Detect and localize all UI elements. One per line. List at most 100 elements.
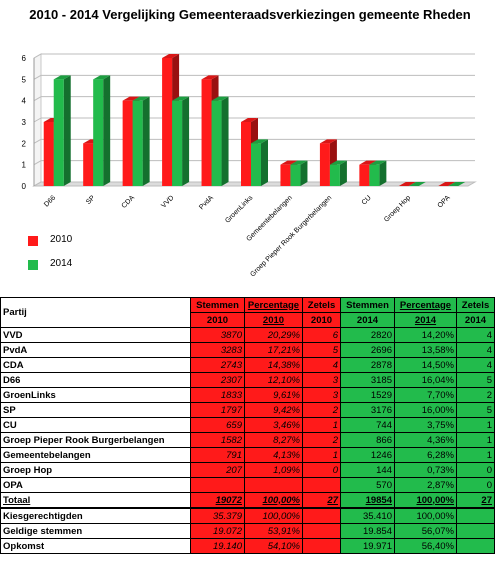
percentage-2014: 16,04%: [394, 372, 457, 388]
percentage-2010: 4,13%: [244, 447, 303, 463]
x-tick-label: Groep Pieper Rook Burgerbelangen: [249, 194, 333, 278]
total-percentage-2010: 100,00%: [244, 492, 303, 509]
y-tick-label: 0: [22, 182, 27, 191]
header-zetels-2010-label: Zetels: [307, 299, 336, 311]
bar-2014-vvd: [172, 96, 190, 186]
percentage-2014: 16,00%: [394, 402, 457, 418]
header-year-2010-b-label: 2010: [262, 314, 285, 326]
header-year-2014-b-label: 2014: [414, 314, 437, 326]
results-table-body: Partij Stemmen Percentage Zetels Stemmen…: [0, 297, 495, 554]
header-stemmen-2014-label: Stemmen: [346, 299, 389, 311]
votes-2010: 659: [190, 417, 245, 433]
table-row: CU 659 3,46% 1 744 3,75% 1: [0, 417, 495, 433]
total-votes-2010: 19072: [190, 492, 245, 509]
gridline-depth: [33, 74, 42, 80]
percentage-2010: 14,38%: [244, 357, 303, 373]
stats-2014-percentage: 100,00%: [394, 507, 457, 524]
stats-2010-empty: [302, 538, 341, 554]
header-year-2010-c: 2010: [302, 312, 341, 328]
x-tick-label: Groep Hop: [383, 194, 412, 223]
percentage-2014: 6,28%: [394, 447, 457, 463]
header-year-2014-c: 2014: [456, 312, 495, 328]
stats-2014-empty: [456, 523, 495, 539]
bar-2014-groep-hop: [408, 182, 426, 186]
header-percentage-2010: Percentage: [244, 297, 303, 313]
x-tick-label: D66: [43, 194, 57, 208]
votes-2010: 1582: [190, 432, 245, 448]
table-row: Gemeentebelangen 791 4,13% 1 1246 6,28% 1: [0, 447, 495, 463]
table-row: SP 1797 9,42% 2 3176 16,00% 5: [0, 402, 495, 418]
votes-2010: 1797: [190, 402, 245, 418]
seats-2010: 5: [302, 342, 341, 358]
seats-2014: 1: [456, 432, 495, 448]
seats-2014: 4: [456, 342, 495, 358]
percentage-2014: 3,75%: [394, 417, 457, 433]
header-year-2010-a: 2010: [190, 312, 245, 328]
table-row: VVD 3870 20,29% 6 2820 14,20% 4: [0, 327, 495, 343]
stats-label: Opkomst: [0, 538, 191, 554]
y-tick-label: 1: [22, 161, 27, 170]
percentage-2010: [244, 477, 303, 493]
party-name: GroenLinks: [0, 387, 191, 403]
table-row: D66 2307 12,10% 3 3185 16,04% 5: [0, 372, 495, 388]
y-tick-label: 6: [22, 54, 27, 63]
header-year-2010-b: 2010: [244, 312, 303, 328]
party-name: Groep Hop: [0, 462, 191, 478]
votes-2010: 207: [190, 462, 245, 478]
table-row: Groep Pieper Rook Burgerbelangen 1582 8,27…: [0, 432, 495, 448]
percentage-2014: 0,73%: [394, 462, 457, 478]
votes-2014: 866: [340, 432, 395, 448]
bar-2014-groep-pieper-rook-burgerbelangen: [329, 160, 347, 186]
stats-2014-count: 35.410: [340, 507, 395, 524]
table-header-row: Partij Stemmen Percentage Zetels Stemmen…: [0, 297, 495, 328]
y-tick-label: 4: [22, 97, 27, 106]
x-tick-label: PvdA: [198, 194, 215, 211]
stats-2010-count: 35.379: [190, 507, 245, 524]
votes-2014: 1246: [340, 447, 395, 463]
seats-2014: 1: [456, 417, 495, 433]
stats-row: Kiesgerechtigden 35.379 100,00% 35.410 100,0…: [0, 507, 495, 524]
results-table: Partij Stemmen Percentage Zetels Stemmen…: [0, 297, 495, 554]
party-name: CU: [0, 417, 191, 433]
seats-2010: 4: [302, 357, 341, 373]
bar-2010-opa: [438, 182, 456, 186]
votes-2014: 570: [340, 477, 395, 493]
seats-2010: 6: [302, 327, 341, 343]
percentage-2010: 17,21%: [244, 342, 303, 358]
percentage-2014: 4,36%: [394, 432, 457, 448]
stats-row: Opkomst 19.140 54,10% 19.971 56,40%: [0, 538, 495, 554]
table-row: OPA 570 2,87% 0: [0, 477, 495, 493]
total-percentage-2014: 100,00%: [394, 492, 457, 509]
stats-2010-empty: [302, 523, 341, 539]
stats-2014-percentage: 56,40%: [394, 538, 457, 554]
percentage-2010: 1,09%: [244, 462, 303, 478]
header-percentage-2014: Percentage: [394, 297, 457, 313]
stats-2014-empty: [456, 538, 495, 554]
bar-2014-d66: [53, 75, 71, 186]
header-partij: Partij: [0, 297, 191, 328]
seats-2010: 0: [302, 462, 341, 478]
votes-2010: 1833: [190, 387, 245, 403]
x-tick-label: VVD: [160, 194, 175, 209]
gridline-depth: [33, 117, 42, 123]
percentage-2014: 13,58%: [394, 342, 457, 358]
stats-row: Geldige stemmen 19.072 53,91% 19.854 56,07%: [0, 523, 495, 539]
seats-2014: 2: [456, 387, 495, 403]
seats-2014: 5: [456, 372, 495, 388]
header-year-2014-a: 2014: [340, 312, 395, 328]
percentage-2014: 14,20%: [394, 327, 457, 343]
chart-panel: 0 1 2 3 4 5 6 D66 SP CDA VVD PvdA GroenLinks Gemeente…: [0, 0, 500, 290]
y-tick-label: 2: [22, 139, 27, 148]
seats-2014: 0: [456, 477, 495, 493]
gridline-depth: [33, 181, 42, 187]
seats-2010: 2: [302, 402, 341, 418]
total-label: Totaal: [0, 492, 191, 509]
stats-2010-percentage: 100,00%: [244, 507, 303, 524]
legend-label-2014: 2014: [50, 258, 73, 269]
header-year-2014-b: 2014: [394, 312, 457, 328]
seats-2014: 4: [456, 357, 495, 373]
header-zetels-2014-label: Zetels: [461, 299, 490, 311]
percentage-2010: 12,10%: [244, 372, 303, 388]
legend-swatch-2014: [28, 260, 38, 270]
